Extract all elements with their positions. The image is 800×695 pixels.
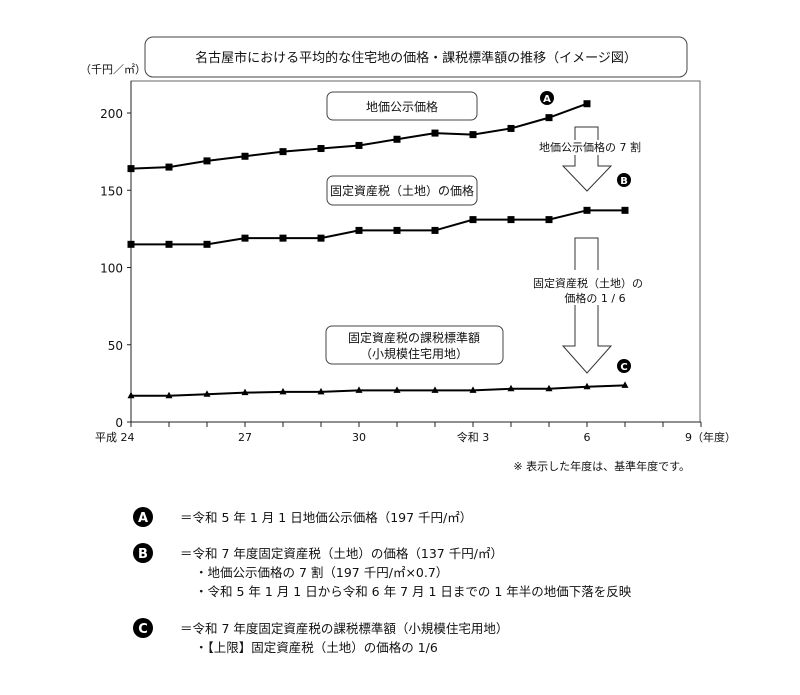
y-tick-label: 150 <box>100 184 123 198</box>
data-point <box>165 163 173 171</box>
data-point <box>203 390 211 397</box>
data-point <box>469 131 477 139</box>
marker-c-badge: C <box>617 359 631 373</box>
chart-title: 名古屋市における平均的な住宅地の価格・課税標準額の推移（イメージ図） <box>195 50 637 66</box>
legend-c-line1: ＝令和 7 年度固定資産税の課税標準額（小規模住宅用地） <box>180 621 508 636</box>
data-point <box>317 234 325 242</box>
series-label-a: 地価公示価格 <box>366 99 438 114</box>
data-point <box>317 145 325 153</box>
data-point <box>241 152 249 160</box>
legend-b-line2: ・地価公示価格の 7 割（197 千円/㎡×0.7） <box>195 565 448 580</box>
x-tick-label: 27 <box>238 431 252 444</box>
arrow2-label-line2: 価格の 1 / 6 <box>564 291 625 305</box>
svg-text:A: A <box>138 511 148 526</box>
data-point <box>355 141 363 149</box>
svg-text:A: A <box>543 94 551 105</box>
data-point <box>165 391 173 399</box>
series-label-box-c <box>325 325 504 365</box>
y-axis-unit: （千円／㎡） <box>80 63 146 76</box>
data-point <box>355 226 363 234</box>
svg-text:B: B <box>138 547 148 562</box>
data-point <box>393 386 401 393</box>
legend-badge-a: A <box>133 507 153 527</box>
legend-badge-b: B <box>133 543 153 563</box>
y-tick-label: 100 <box>100 262 123 276</box>
arrow-down-icon <box>561 126 613 192</box>
arrow-down-icon <box>561 237 613 374</box>
data-point <box>317 387 325 395</box>
legend-badge-c: C <box>133 618 153 638</box>
legend-c-line2: ・【上限】固定資産税（土地）の価格の 1/6 <box>195 640 438 655</box>
series-label-c-line2: （小規模住宅用地） <box>360 346 468 361</box>
data-point <box>393 135 401 143</box>
y-tick-label: 0 <box>115 416 123 430</box>
data-point <box>583 100 591 108</box>
data-point <box>469 216 477 224</box>
legend-b-line1: ＝令和 7 年度固定資産税（土地）の価格（137 千円/㎡） <box>180 546 503 561</box>
data-point <box>279 148 287 156</box>
data-point <box>545 384 553 392</box>
data-point <box>621 381 629 388</box>
data-point <box>127 165 135 173</box>
data-point <box>545 114 553 122</box>
arrow2-label-line1: 固定資産税（土地）の <box>533 276 643 290</box>
data-point <box>621 206 629 214</box>
svg-text:C: C <box>138 622 148 637</box>
series-line-3 <box>131 384 626 397</box>
x-tick-label: 6 <box>584 431 591 444</box>
footnote: ※ 表示した年度は、基準年度です。 <box>513 459 690 473</box>
data-point <box>507 384 515 392</box>
plot-frame <box>130 80 701 423</box>
title-box <box>144 36 688 78</box>
svg-text:B: B <box>620 176 628 187</box>
marker-b-badge: B <box>617 173 631 187</box>
data-point <box>583 206 591 214</box>
marker-a-badge: A <box>540 91 554 105</box>
series-line-2 <box>131 209 625 246</box>
data-point <box>431 226 439 234</box>
y-tick-label: 200 <box>100 107 123 121</box>
data-point <box>431 129 439 137</box>
data-point <box>545 216 553 224</box>
data-point <box>203 157 211 165</box>
explanation-legend: A ＝令和 5 年 1 月 1 日地価公示価格（197 千円/㎡） B ＝令和 … <box>133 507 632 655</box>
data-point <box>127 391 135 399</box>
data-point <box>393 226 401 234</box>
data-point <box>241 388 249 396</box>
arrow1-label: 地価公示価格の 7 割 <box>539 140 641 154</box>
y-tick-label: 50 <box>108 339 123 353</box>
data-point <box>469 386 477 393</box>
series-label-box-a <box>326 91 478 121</box>
data-point <box>203 240 211 248</box>
data-point <box>507 216 515 224</box>
x-tick-label: 平成 24 <box>95 431 135 444</box>
x-tick-label: 30 <box>352 431 366 444</box>
data-point <box>279 387 287 395</box>
legend-b-line3: ・令和 5 年 1 月 1 日から令和 6 年 7 月 1 日までの 1 年半の… <box>195 584 632 599</box>
data-point <box>241 234 249 242</box>
legend-a-line1: ＝令和 5 年 1 月 1 日地価公示価格（197 千円/㎡） <box>180 510 472 525</box>
data-point <box>431 386 439 393</box>
data-point <box>165 240 173 248</box>
series-label-c-line1: 固定資産税の課税標準額 <box>348 330 480 345</box>
data-point <box>583 382 591 390</box>
data-point <box>355 386 363 393</box>
svg-text:C: C <box>620 362 627 373</box>
data-point <box>279 234 287 242</box>
data-point <box>127 240 135 248</box>
x-tick-label: 令和 3 <box>457 430 490 444</box>
series-label-b: 固定資産税（土地）の価格 <box>330 183 474 198</box>
series-label-box-b <box>326 175 478 206</box>
data-point <box>507 124 515 132</box>
x-tick-label: 9（年度） <box>685 430 736 444</box>
